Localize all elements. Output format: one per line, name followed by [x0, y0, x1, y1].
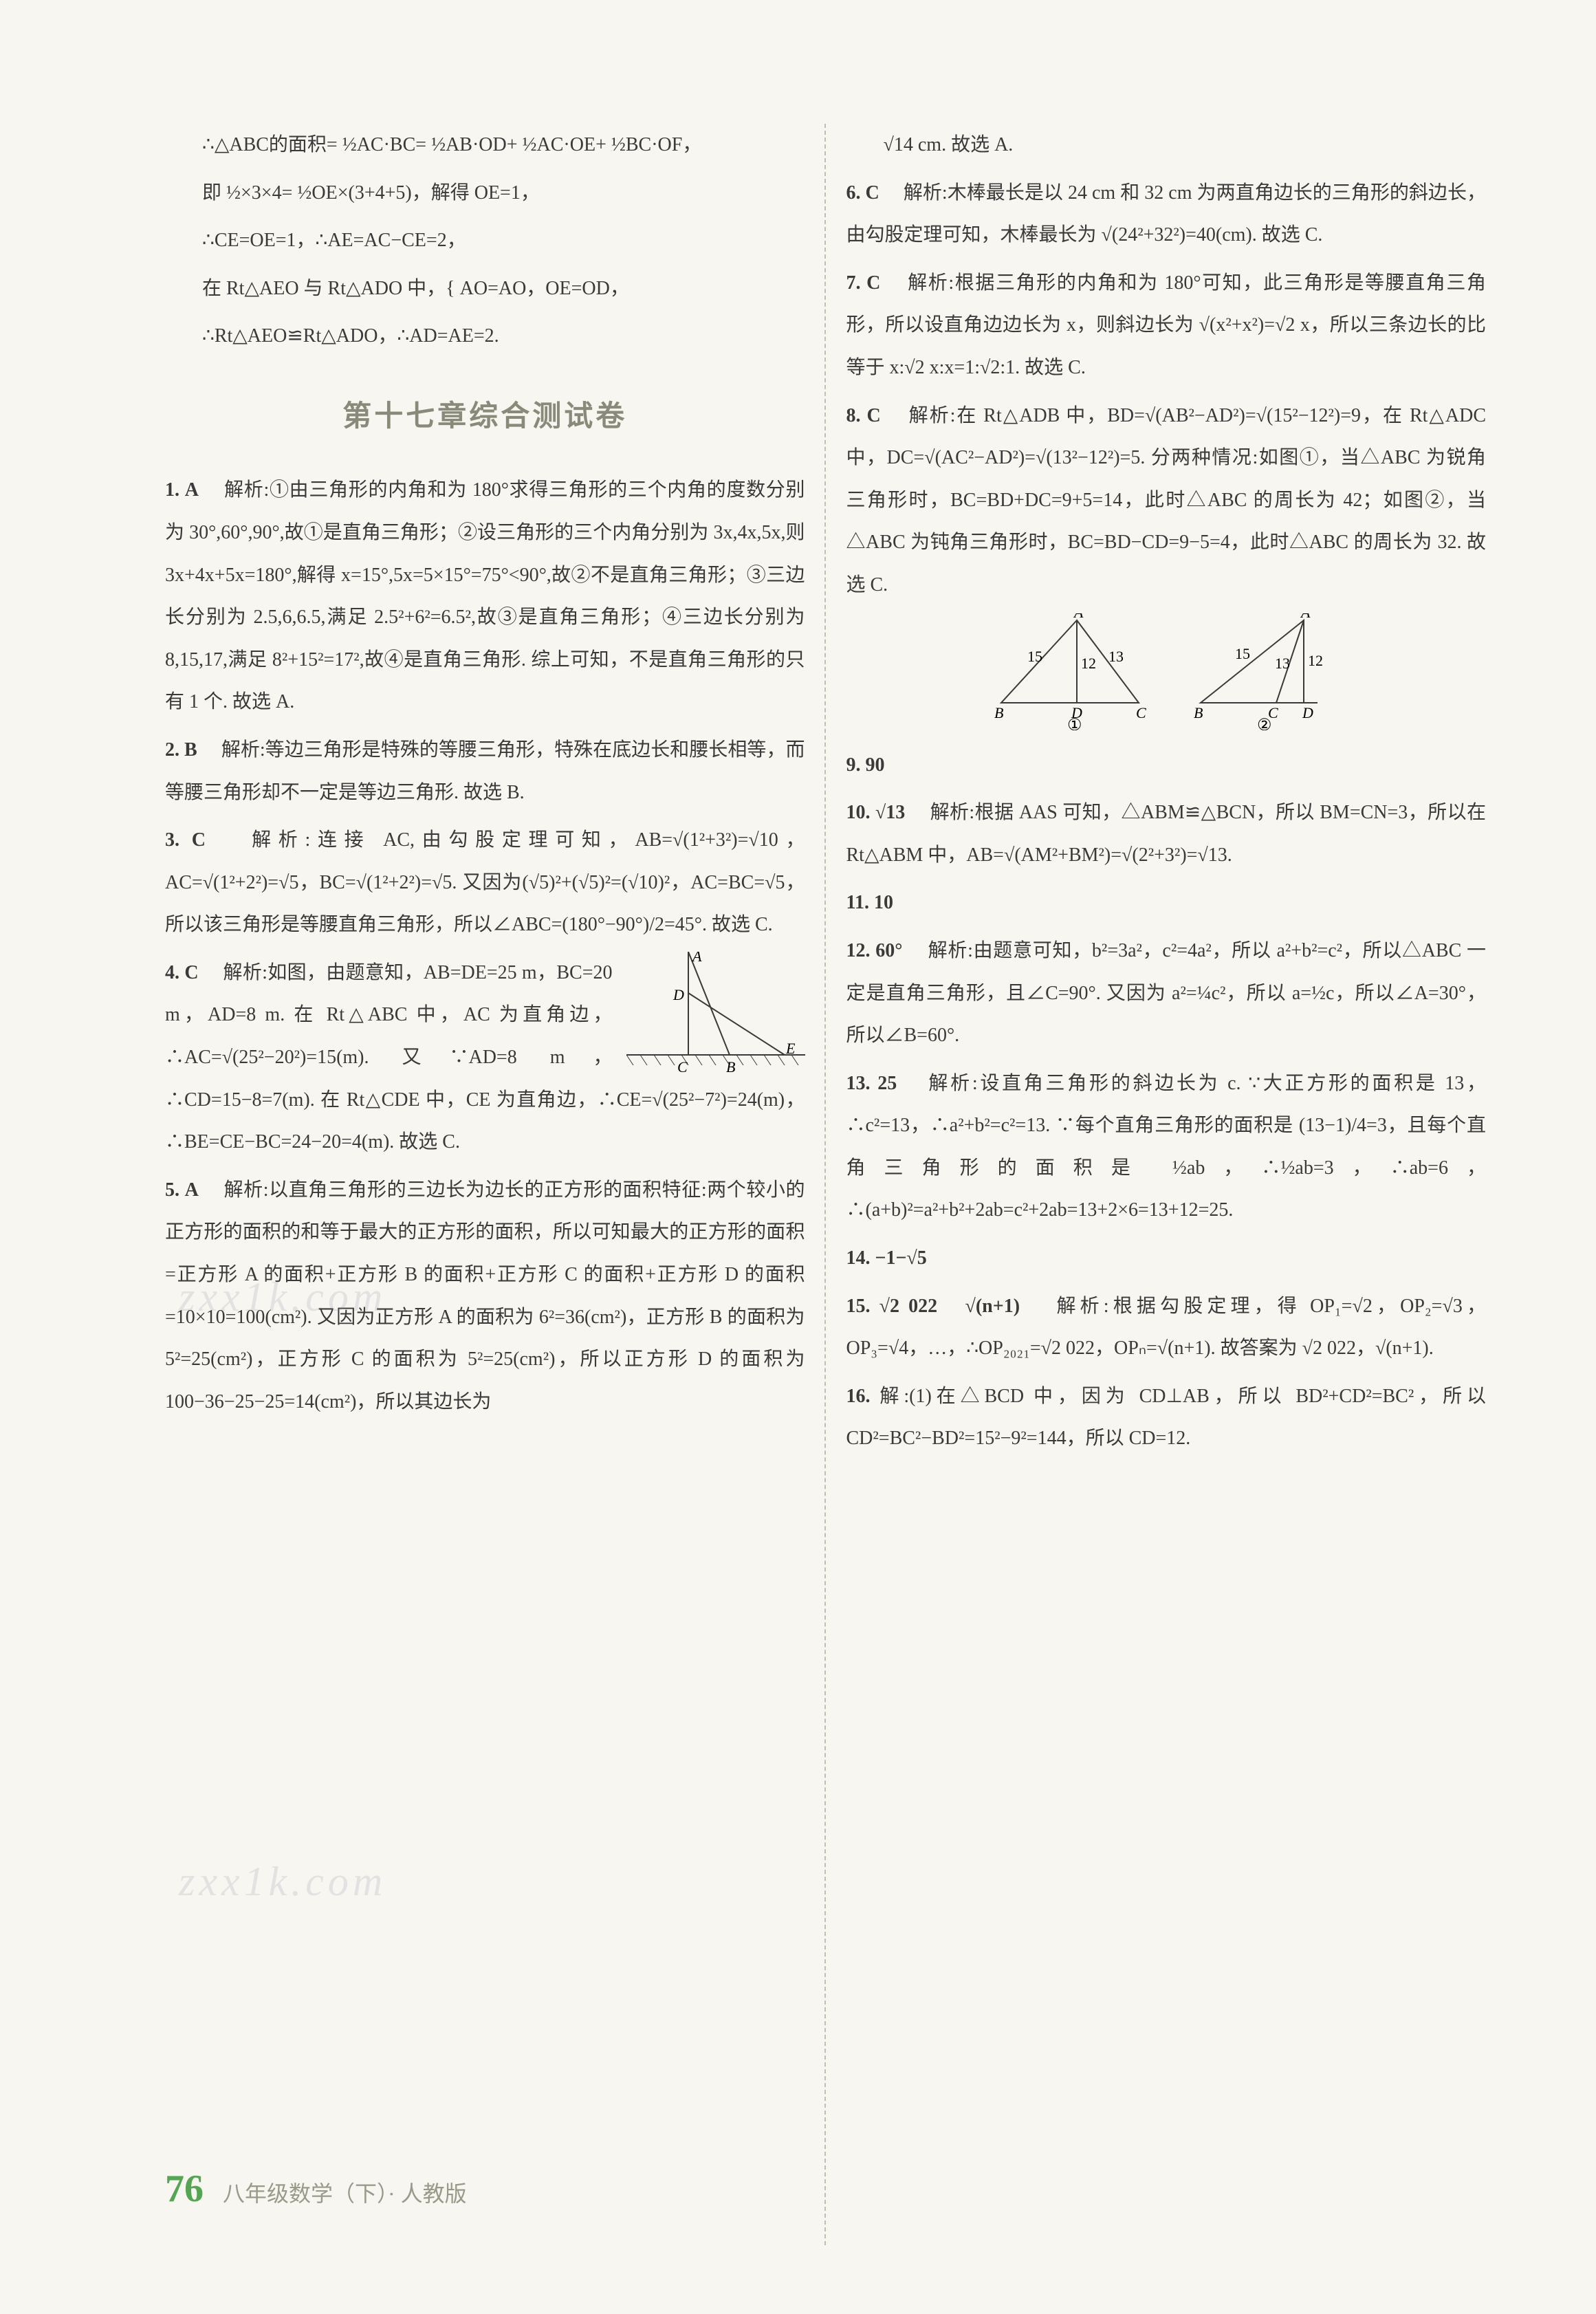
svg-text:B: B	[994, 704, 1003, 721]
q-text: 解:(1)在△BCD 中，因为 CD⊥AB，所以 BD²+CD²=BC²，所以 …	[846, 1386, 1487, 1450]
q4: A D C B E 4. C 解析:如图，由题意知，AB=DE=25 m，BC=…	[165, 952, 805, 1164]
q6: 6. C 解析:木棒最长是以 24 cm 和 32 cm 为两直角边长的三角形的…	[846, 172, 1487, 256]
q-number: 6.	[846, 182, 861, 204]
q-number: 11.	[846, 892, 869, 913]
q11: 11. 10	[846, 882, 1487, 924]
q-text: 解析:等边三角形是特殊的等腰三角形，特殊在底边长和腰长相等，而等腰三角形却不一定…	[165, 739, 805, 803]
figure-ladder: A D C B E	[626, 952, 805, 1076]
q-answer: C	[184, 962, 198, 983]
q3: 3. C 解析:连接 AC,由勾股定理可知，AB=√(1²+3²)=√10，AC…	[165, 819, 805, 946]
intro-line: ∴Rt△AEO≌Rt△ADO，∴AD=AE=2.	[165, 315, 805, 358]
q-text: 解析:以直角三角形的三边长为边长的正方形的面积特征:两个较小的正方形的面积的和等…	[165, 1179, 805, 1412]
q-number: 9.	[846, 754, 861, 776]
figure-triangle-2: A B C D 15 13 12 ②	[1194, 613, 1338, 730]
q5: 5. A 解析:以直角三角形的三边长为边长的正方形的面积特征:两个较小的正方形的…	[165, 1169, 805, 1423]
q-number: 4.	[165, 962, 179, 983]
q-number: 3.	[165, 829, 179, 851]
intro-line: 在 Rt△AEO 与 Rt△ADO 中，{ AO=AO，OE=OD，	[165, 268, 805, 310]
svg-text:②: ②	[1257, 717, 1272, 730]
svg-text:C: C	[677, 1058, 688, 1076]
svg-text:B: B	[726, 1058, 735, 1076]
q-answer: C	[866, 405, 880, 426]
q-number: 1.	[165, 479, 179, 501]
q-text: 解析:连接 AC,由勾股定理可知，AB=√(1²+3²)=√10，AC=√(1²…	[165, 829, 805, 935]
q-number: 14.	[846, 1247, 871, 1269]
q-number: 7.	[846, 272, 861, 294]
q-answer: B	[184, 739, 197, 761]
q-number: 16.	[846, 1386, 871, 1407]
q-number: 15.	[846, 1296, 871, 1317]
q10: 10. √13 解析:根据 AAS 可知，△ABM≌△BCN，所以 BM=CN=…	[846, 792, 1487, 876]
q14: 14. −1−√5	[846, 1237, 1487, 1280]
q-text: 解析:在 Rt△ADB 中，BD=√(AB²−AD²)=√(15²−12²)=9…	[846, 405, 1487, 596]
column-divider	[824, 124, 826, 2245]
svg-text:15: 15	[1027, 648, 1042, 665]
q-answer: 25	[877, 1073, 897, 1094]
q-answer: C	[866, 182, 879, 204]
q15: 15. √2 022 √(n+1) 解析:根据勾股定理，得 OP₁=√2，OP₂…	[846, 1285, 1487, 1370]
q5-cont: √14 cm. 故选 A.	[846, 124, 1487, 166]
page-number: 76	[165, 2168, 204, 2210]
q-answer: A	[185, 479, 199, 501]
q8: 8. C 解析:在 Rt△ADB 中，BD=√(AB²−AD²)=√(15²−1…	[846, 395, 1487, 607]
q-answer: C	[866, 272, 880, 294]
svg-text:A: A	[691, 952, 702, 965]
intro-line: ∴△ABC的面积= ½AC·BC= ½AB·OD+ ½AC·OE+ ½BC·OF…	[165, 124, 805, 166]
svg-text:D: D	[1302, 704, 1313, 721]
q-number: 13.	[846, 1073, 871, 1094]
chapter-title: 第十七章综合测试卷	[165, 385, 805, 448]
page: ∴△ABC的面积= ½AC·BC= ½AB·OD+ ½AC·OE+ ½BC·OF…	[165, 124, 1486, 2245]
figure-triangle-1: A B D C 15 12 13 ①	[994, 613, 1152, 730]
intro-line: 即 ½×3×4= ½OE×(3+4+5)，解得 OE=1，	[165, 172, 805, 215]
svg-text:A: A	[1300, 613, 1311, 621]
svg-text:C: C	[1136, 704, 1146, 721]
q-number: 8.	[846, 405, 861, 426]
q-answer: 90	[866, 754, 885, 776]
right-column: √14 cm. 故选 A. 6. C 解析:木棒最长是以 24 cm 和 32 …	[846, 124, 1487, 2245]
left-column: ∴△ABC的面积= ½AC·BC= ½AB·OD+ ½AC·OE+ ½BC·OF…	[165, 124, 805, 2245]
q-number: 10.	[846, 802, 871, 823]
q-text: 解析:由题意可知，b²=3a²，c²=4a²，所以 a²+b²=c²，所以△AB…	[846, 940, 1487, 1046]
q16: 16. 解:(1)在△BCD 中，因为 CD⊥AB，所以 BD²+CD²=BC²…	[846, 1375, 1487, 1460]
q-text: 解析:根据 AAS 可知，△ABM≌△BCN，所以 BM=CN=3，所以在 Rt…	[846, 802, 1486, 866]
q-answer: −1−√5	[875, 1247, 927, 1269]
q9: 9. 90	[846, 744, 1487, 787]
svg-text:15: 15	[1235, 645, 1250, 662]
svg-text:12: 12	[1308, 652, 1323, 669]
q7: 7. C 解析:根据三角形的内角和为 180°可知，此三角形是等腰直角三角形，所…	[846, 262, 1487, 389]
svg-text:①: ①	[1067, 717, 1082, 730]
svg-text:B: B	[1194, 704, 1203, 721]
svg-text:13: 13	[1275, 655, 1290, 672]
q-number: 12.	[846, 940, 871, 961]
q-number: 2.	[165, 739, 179, 761]
svg-text:D: D	[673, 986, 684, 1003]
q-text: 解析:①由三角形的内角和为 180°求得三角形的三个内角的度数分别为 30°,6…	[165, 479, 805, 712]
footer-text: 八年级数学（下）· 人教版	[223, 2181, 467, 2206]
figure-two-triangles: A B D C 15 12 13 ① A B C	[846, 613, 1487, 730]
q-answer: A	[185, 1179, 199, 1201]
q-text: 解析:设直角三角形的斜边长为 c. ∵大正方形的面积是 13，∴c²=13，∴a…	[846, 1073, 1487, 1221]
svg-text:12: 12	[1081, 655, 1096, 672]
q-answer: √2 022 √(n+1)	[879, 1296, 1020, 1317]
q12: 12. 60° 解析:由题意可知，b²=3a²，c²=4a²，所以 a²+b²=…	[846, 930, 1487, 1057]
svg-text:E: E	[785, 1040, 796, 1057]
q-answer: 60°	[875, 940, 902, 961]
svg-text:13: 13	[1108, 648, 1124, 665]
intro-line: ∴CE=OE=1，∴AE=AC−CE=2，	[165, 219, 805, 262]
q1: 1. A 解析:①由三角形的内角和为 180°求得三角形的三个内角的度数分别为 …	[165, 469, 805, 723]
q-text: 解析:根据三角形的内角和为 180°可知，此三角形是等腰直角三角形，所以设直角边…	[846, 272, 1487, 378]
q-answer: C	[192, 829, 206, 851]
q-answer: √13	[875, 802, 905, 823]
q13: 13. 25 解析:设直角三角形的斜边长为 c. ∵大正方形的面积是 13，∴c…	[846, 1062, 1487, 1232]
q-answer: 10	[874, 892, 893, 913]
q-text: 解析:木棒最长是以 24 cm 和 32 cm 为两直角边长的三角形的斜边长，由…	[846, 182, 1486, 246]
q-number: 5.	[165, 1179, 179, 1201]
page-footer: 76 八年级数学（下）· 人教版	[165, 2147, 467, 2231]
q2: 2. B 解析:等边三角形是特殊的等腰三角形，特殊在底边长和腰长相等，而等腰三角…	[165, 729, 805, 814]
svg-text:A: A	[1073, 613, 1084, 621]
